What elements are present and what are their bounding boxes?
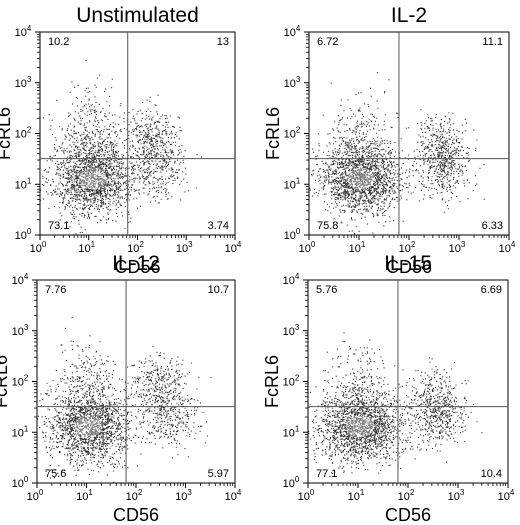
y-tick-label: 101	[284, 176, 301, 191]
x-axis-label: CD56	[385, 505, 431, 525]
quadrant-upper-right-percent: 10.7	[208, 284, 229, 296]
y-axis-label: FcRL6	[262, 355, 282, 408]
x-tick-label: 101	[349, 240, 366, 255]
density-core	[78, 167, 107, 190]
x-tick-label: 101	[348, 488, 365, 503]
x-tick-label: 103	[449, 240, 466, 255]
x-tick-label: 104	[225, 240, 242, 255]
quadrant-lower-left-percent: 77.1	[316, 468, 337, 480]
panel-title: IL-12	[112, 252, 160, 275]
x-axis-label: CD56	[114, 257, 160, 277]
y-tick-label: 103	[15, 75, 32, 90]
quadrant-upper-left-percent: 7.76	[45, 284, 66, 296]
x-axis-label: CD56	[386, 257, 432, 277]
y-axis-label: FcRL6	[263, 107, 283, 160]
panel-4: 100 101 102 103 104 100 101 102 103 104 5.76 6.69 77…	[262, 252, 515, 525]
x-tick-label: 102	[127, 240, 144, 255]
y-tick-label: 100	[283, 475, 300, 490]
panel-title: IL-2	[391, 4, 427, 27]
event-points	[40, 59, 203, 235]
x-tick-label: 103	[176, 240, 193, 255]
x-tick-label: 104	[498, 488, 515, 503]
quadrant-upper-left-percent: 6.72	[317, 36, 338, 48]
event-dots	[308, 332, 483, 475]
quadrant-upper-right-percent: 11.1	[482, 36, 503, 48]
plot-frame	[307, 279, 509, 484]
y-tick-label: 104	[284, 24, 301, 39]
event-points	[309, 72, 485, 235]
y-tick-label: 104	[15, 24, 32, 39]
y-tick-label: 101	[12, 424, 29, 439]
quadrant-upper-right-percent: 13	[217, 36, 229, 48]
x-tick-label: 101	[76, 488, 93, 503]
quadrant-lower-left-percent: 75.8	[317, 220, 338, 232]
y-tick-label: 102	[283, 374, 300, 389]
x-tick-label: 100	[27, 488, 44, 503]
quadrant-lower-left-percent: 73.1	[48, 220, 69, 232]
y-tick-label: 102	[12, 374, 29, 389]
x-tick-label: 100	[30, 240, 47, 255]
event-dots	[309, 72, 485, 235]
y-axis-label: FcRL6	[0, 107, 14, 160]
plot-frame	[39, 31, 236, 236]
y-axis-label: FcRL6	[0, 355, 11, 408]
quadrant-upper-left-percent: 10.2	[48, 36, 69, 48]
quadrant-lower-right-percent: 6.33	[482, 220, 503, 232]
x-tick-label: 104	[225, 488, 242, 503]
x-axis-label: CD56	[113, 505, 159, 525]
x-tick-label: 100	[298, 488, 315, 503]
x-tick-label: 102	[126, 488, 143, 503]
y-tick-label: 104	[12, 272, 29, 287]
quadrant-upper-right-percent: 6.69	[481, 284, 502, 296]
y-tick-label: 103	[12, 323, 29, 338]
y-tick-label: 102	[15, 126, 32, 141]
quadrant-lower-right-percent: 5.97	[208, 468, 229, 480]
x-tick-label: 103	[448, 488, 465, 503]
panel-3: 100 101 102 103 104 100 101 102 103 104 7.76 10.7 75…	[0, 252, 242, 525]
quadrant-lower-left-percent: 75.6	[45, 468, 66, 480]
density-core	[74, 415, 103, 438]
event-points	[37, 316, 212, 483]
panel-2: 100 101 102 103 104 100 101 102 103 104 6.72 11.1 75…	[263, 4, 516, 277]
density-core	[346, 415, 375, 438]
y-tick-label: 104	[283, 272, 300, 287]
event-dots	[37, 316, 212, 483]
y-tick-label: 100	[15, 227, 32, 242]
x-tick-label: 103	[175, 488, 192, 503]
y-tick-label: 102	[284, 126, 301, 141]
y-tick-label: 103	[284, 75, 301, 90]
plot-frame	[308, 31, 510, 236]
quadrant-upper-left-percent: 5.76	[316, 284, 337, 296]
quadrant-lower-right-percent: 3.74	[208, 220, 229, 232]
event-dots	[40, 59, 203, 235]
panel-title: Unstimulated	[76, 4, 199, 27]
panel-1: 100 101 102 103 104 100 101 102 103 104 10.2 13 73.1…	[0, 4, 242, 277]
x-tick-label: 100	[299, 240, 316, 255]
event-points	[308, 332, 483, 475]
y-tick-label: 100	[284, 227, 301, 242]
x-tick-label: 102	[399, 240, 416, 255]
x-tick-label: 102	[398, 488, 415, 503]
density-core	[347, 167, 376, 190]
y-tick-label: 101	[15, 176, 32, 191]
y-tick-label: 101	[283, 424, 300, 439]
y-tick-label: 100	[12, 475, 29, 490]
quadrant-lower-right-percent: 10.4	[481, 468, 502, 480]
x-tick-label: 101	[78, 240, 95, 255]
x-tick-label: 104	[499, 240, 516, 255]
y-tick-label: 103	[283, 323, 300, 338]
panel-title: IL-15	[384, 252, 432, 275]
